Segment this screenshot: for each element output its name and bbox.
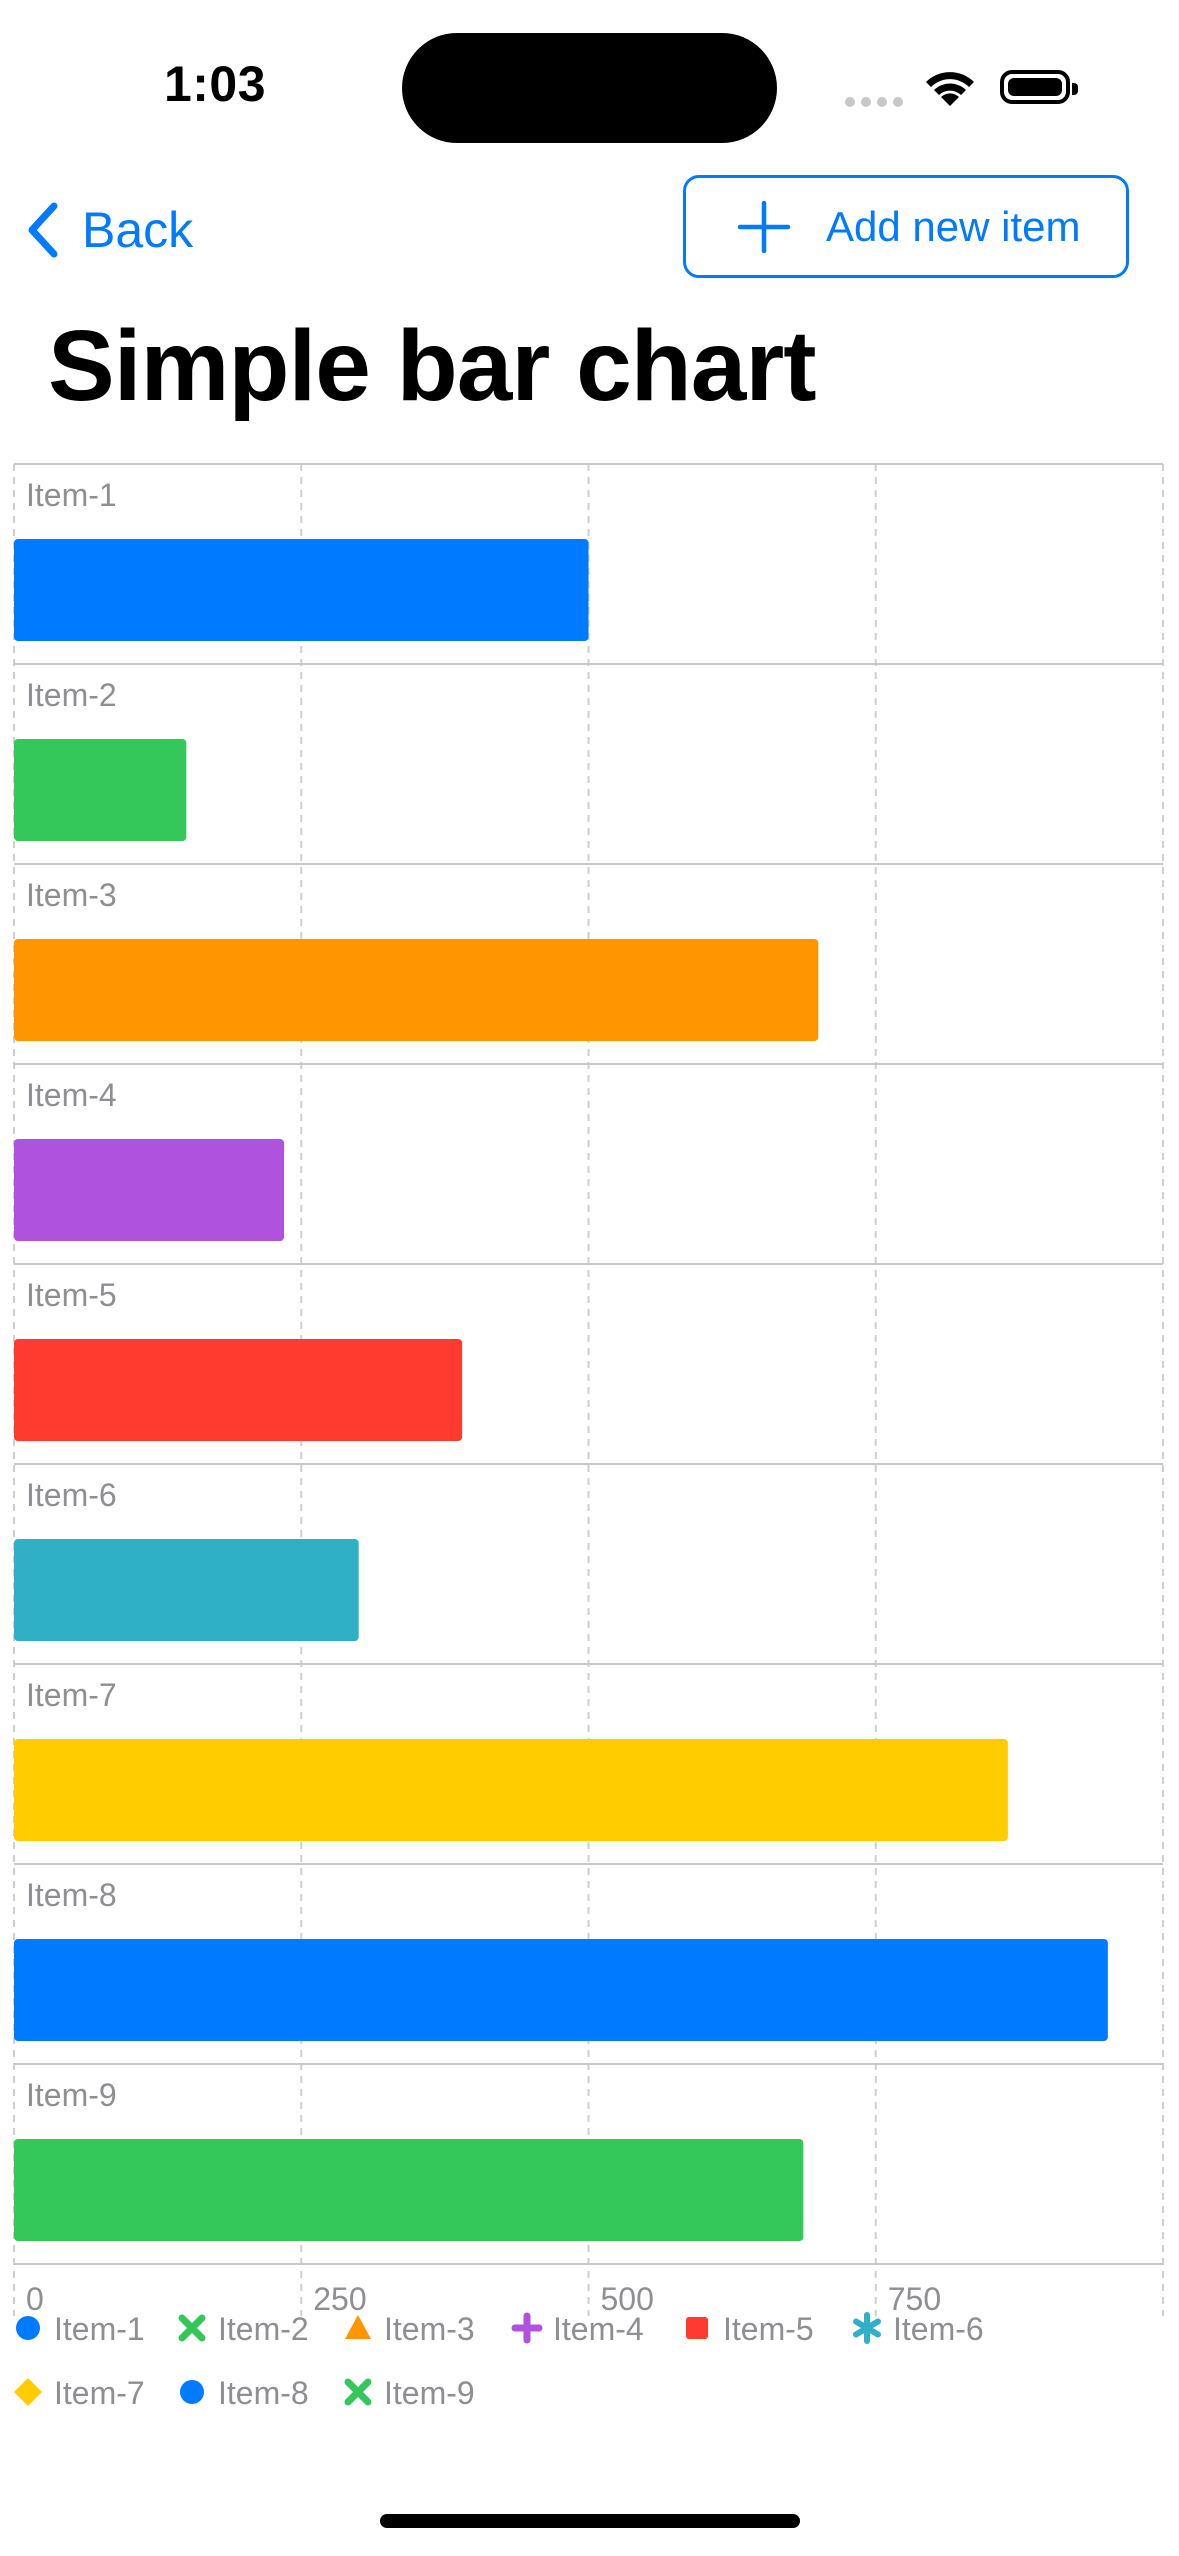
legend-label: Item-2 bbox=[218, 2311, 309, 2347]
category-label: Item-1 bbox=[26, 477, 117, 513]
bar-chart: 0 250 500 750 Item-1 Item-2 Item-3 Item-4 Item-5… bbox=[13, 463, 1164, 2411]
category-label: Item-3 bbox=[26, 877, 117, 913]
legend-plus-icon bbox=[511, 2312, 543, 2344]
legend-label: Item-9 bbox=[384, 2375, 475, 2411]
legend-label: Item-5 bbox=[723, 2311, 814, 2347]
category-label: Item-9 bbox=[26, 2077, 117, 2113]
back-button-label: Back bbox=[82, 202, 194, 258]
dynamic-island bbox=[402, 33, 777, 143]
legend-triangle-icon bbox=[345, 2315, 371, 2339]
bar bbox=[14, 1339, 463, 1441]
battery-icon bbox=[1000, 70, 1078, 104]
add-new-item-label: Add new item bbox=[826, 202, 1081, 250]
bar bbox=[14, 1739, 1008, 1841]
plus-icon bbox=[738, 200, 790, 253]
legend-cross-icon bbox=[344, 2378, 372, 2406]
back-button[interactable]: Back bbox=[22, 195, 193, 265]
status-time: 1:03 bbox=[163, 56, 267, 112]
x-tick-label: 250 bbox=[313, 2281, 366, 2317]
bar bbox=[14, 1539, 359, 1641]
category-label: Item-2 bbox=[26, 677, 117, 713]
category-label: Item-8 bbox=[26, 1877, 117, 1913]
legend-label: Item-6 bbox=[893, 2311, 984, 2347]
chevron-left-icon bbox=[28, 202, 58, 258]
legend-asterisk-icon bbox=[853, 2312, 881, 2344]
legend-circle-icon bbox=[16, 2316, 40, 2340]
page-title: Simple bar chart bbox=[48, 310, 817, 422]
legend-diamond-icon bbox=[14, 2378, 42, 2406]
legend-label: Item-4 bbox=[553, 2311, 644, 2347]
cellular-signal-icon bbox=[845, 94, 909, 112]
legend-label: Item-3 bbox=[384, 2311, 475, 2347]
bar bbox=[14, 739, 187, 841]
add-new-item-button[interactable]: Add new item bbox=[683, 175, 1129, 278]
category-label: Item-5 bbox=[26, 1277, 117, 1313]
category-label: Item-6 bbox=[26, 1477, 117, 1513]
bar bbox=[14, 1139, 285, 1241]
category-label: Item-7 bbox=[26, 1677, 117, 1713]
bar bbox=[14, 2139, 804, 2241]
x-tick-label: 750 bbox=[888, 2281, 941, 2317]
home-indicator bbox=[380, 2514, 800, 2528]
wifi-icon bbox=[920, 66, 980, 115]
legend-label: Item-8 bbox=[218, 2375, 309, 2411]
category-label: Item-4 bbox=[26, 1077, 117, 1113]
x-tick-label: 500 bbox=[601, 2281, 654, 2317]
bar bbox=[14, 1939, 1108, 2041]
legend-square-icon bbox=[686, 2317, 708, 2339]
x-tick-label: 0 bbox=[26, 2281, 44, 2317]
legend-label: Item-7 bbox=[54, 2375, 145, 2411]
bar bbox=[14, 539, 589, 641]
bar bbox=[14, 939, 819, 1041]
legend-cross-icon bbox=[178, 2314, 206, 2342]
legend-circle-icon bbox=[180, 2380, 204, 2404]
legend-label: Item-1 bbox=[54, 2311, 145, 2347]
